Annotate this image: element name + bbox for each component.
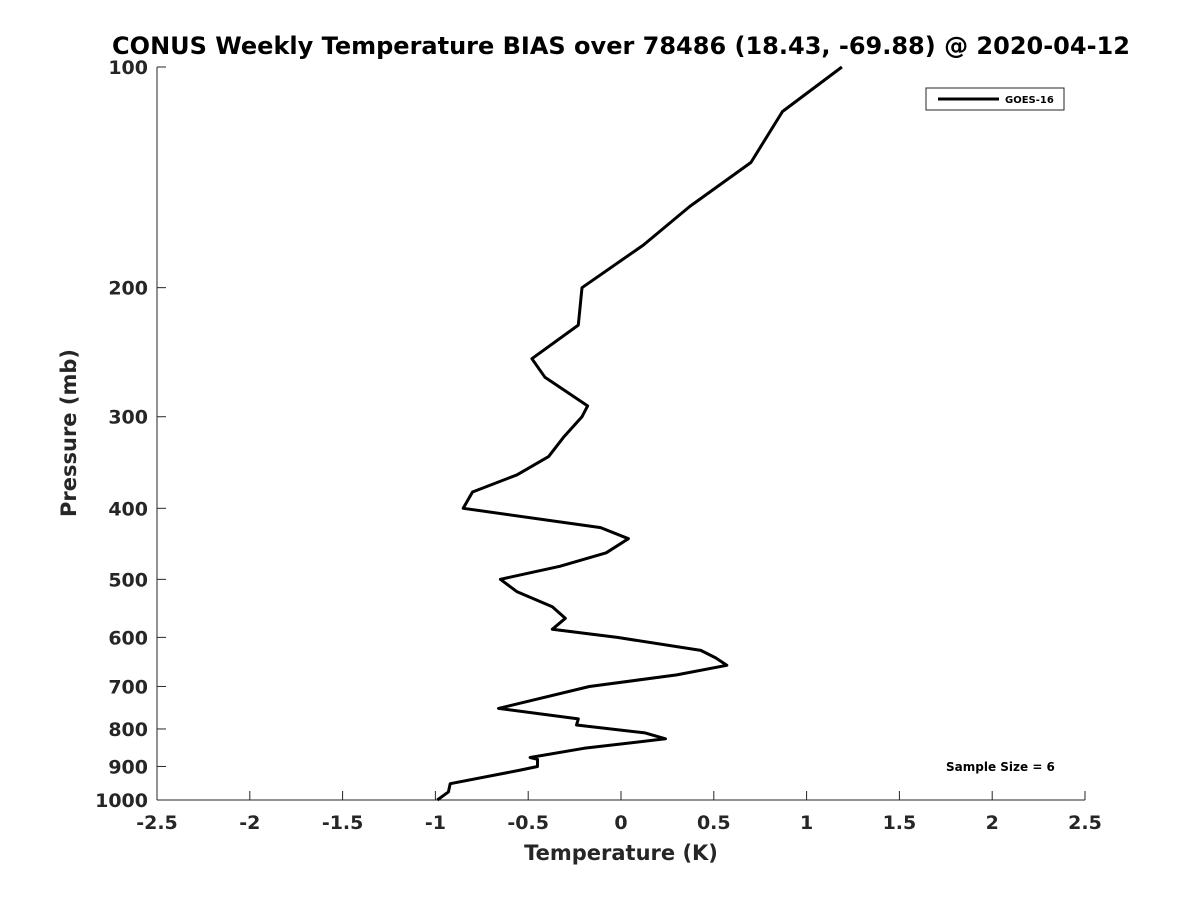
y-tick-label: 300 bbox=[108, 407, 148, 429]
y-tick-label: 100 bbox=[108, 57, 148, 79]
x-axis-label: Temperature (K) bbox=[524, 841, 718, 865]
x-tick-label: 2.5 bbox=[1068, 812, 1102, 834]
y-tick-label: 800 bbox=[108, 719, 148, 741]
y-axis-ticks: 100 200 300 400 500 600 700 800 900 1000 bbox=[95, 57, 166, 812]
x-tick-label: 1.5 bbox=[883, 812, 917, 834]
x-tick-label: 2 bbox=[986, 812, 999, 834]
x-tick-label: -1.5 bbox=[322, 812, 364, 834]
y-axis-label: Pressure (mb) bbox=[57, 349, 81, 517]
x-tick-label: 0.5 bbox=[697, 812, 731, 834]
x-tick-label: -0.5 bbox=[507, 812, 549, 834]
x-tick-label: -1 bbox=[425, 812, 446, 834]
chart-title: CONUS Weekly Temperature BIAS over 78486… bbox=[112, 32, 1130, 60]
plot-area bbox=[157, 67, 1085, 800]
x-tick-label: -2.5 bbox=[136, 812, 178, 834]
y-tick-label: 700 bbox=[108, 676, 148, 698]
y-tick-label: 200 bbox=[108, 278, 148, 300]
series-line-goes-16 bbox=[436, 65, 843, 802]
y-tick-label: 900 bbox=[108, 756, 148, 778]
y-tick-label: 500 bbox=[108, 569, 148, 591]
x-axis-ticks: -2.5 -2 -1.5 -1 -0.5 0 0.5 1 1.5 2 2.5 bbox=[136, 791, 1102, 834]
y-tick-label: 600 bbox=[108, 627, 148, 649]
y-tick-label: 400 bbox=[108, 498, 148, 520]
x-tick-label: 0 bbox=[614, 812, 627, 834]
sample-size-annotation: Sample Size = 6 bbox=[946, 760, 1055, 774]
x-tick-label: 1 bbox=[800, 812, 813, 834]
x-tick-label: -2 bbox=[239, 812, 260, 834]
legend: GOES-16 bbox=[925, 87, 1065, 111]
y-tick-label: 1000 bbox=[95, 790, 148, 812]
legend-label: GOES-16 bbox=[1005, 95, 1054, 106]
